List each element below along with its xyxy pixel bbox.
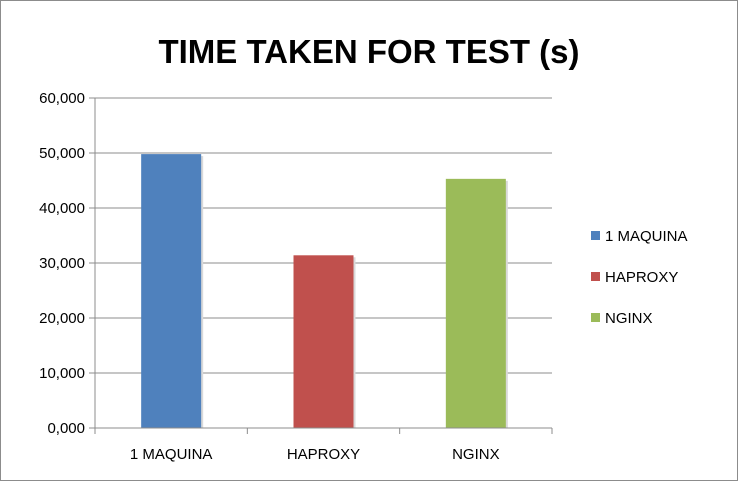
bars — [141, 154, 508, 428]
y-tick-label: 50,000 — [39, 145, 85, 162]
y-tick-label: 60,000 — [39, 90, 85, 107]
legend-swatch — [591, 231, 600, 240]
legend: 1 MAQUINA HAPROXY NGINX — [591, 228, 688, 327]
x-tick-label: HAPROXY — [287, 446, 360, 463]
bar-1-maquina — [141, 154, 202, 428]
chart-title: TIME TAKEN FOR TEST (s) — [158, 33, 579, 70]
y-tick-label: 10,000 — [39, 365, 85, 382]
legend-swatch — [591, 272, 600, 281]
y-tick-label: 40,000 — [39, 200, 85, 217]
x-tick-label: NGINX — [452, 446, 500, 463]
y-tick-label: 20,000 — [39, 310, 85, 327]
legend-label: 1 MAQUINA — [605, 228, 688, 245]
x-tick-label: 1 MAQUINA — [130, 446, 213, 463]
legend-label: NGINX — [605, 310, 653, 327]
bar-nginx — [445, 178, 506, 428]
y-tick-label: 30,000 — [39, 255, 85, 272]
legend-label: HAPROXY — [605, 269, 678, 286]
axes: 0,000 10,000 20,000 30,000 40,000 50,000 60,00… — [39, 90, 553, 463]
y-tick-label: 0,000 — [47, 420, 85, 437]
bar-haproxy — [293, 255, 354, 428]
legend-swatch — [591, 313, 600, 322]
